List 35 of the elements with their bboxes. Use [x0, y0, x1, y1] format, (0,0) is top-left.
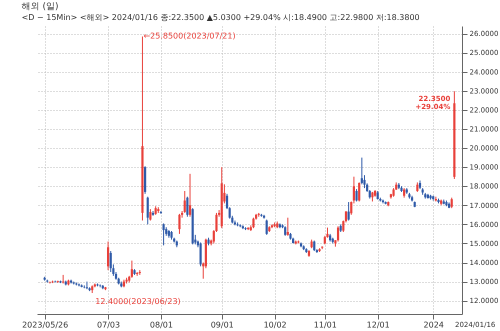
- candlestick: [110, 250, 112, 273]
- candlestick: [184, 190, 186, 214]
- x-tick-label: 2023/05/26: [22, 320, 68, 330]
- candlestick: [149, 208, 152, 222]
- annotation: ←25.8500(2023/07/21): [143, 31, 236, 40]
- x-tick-label: 07/03: [97, 320, 120, 330]
- annotation: 12.4000(2023/06/23): [95, 297, 181, 306]
- candlestick: [83, 284, 86, 289]
- x-tick-label: 2024: [424, 320, 444, 330]
- candlestick: [348, 202, 350, 222]
- candlestick: [284, 226, 286, 236]
- candlestick: [188, 173, 192, 218]
- candlestick: [416, 182, 418, 192]
- candlestick: [146, 196, 149, 225]
- x-tick-label: 09/01: [210, 320, 234, 330]
- candlestick: [266, 219, 268, 236]
- chart-subtitle: <D − 15Min> <해외> 2024/01/16 종:22.3500 ▲5.0300 +29.04% 시:18.4900 고:22.9800 저:18.3800: [22, 13, 420, 22]
- x-tick-label: 08/01: [150, 320, 173, 330]
- candlestick: [200, 242, 202, 267]
- candlestick: [360, 157, 363, 185]
- chart-title: 해외 (일): [22, 2, 58, 12]
- candlestick: [313, 240, 316, 252]
- candlestick: [450, 197, 453, 209]
- x-tick-label: 11/01: [314, 320, 337, 330]
- candlestick: [286, 217, 289, 236]
- candlestick: [358, 182, 360, 202]
- candlestick: [336, 226, 340, 242]
- candlestick: [355, 188, 358, 202]
- candlestick: [106, 241, 110, 271]
- candlestick: [371, 191, 374, 202]
- candlestick: [99, 284, 102, 288]
- x-tick-label: 12/01: [366, 320, 390, 330]
- candlestick: [186, 196, 188, 218]
- candlestick: [130, 260, 133, 278]
- x-tick-label: 10/02: [264, 320, 287, 330]
